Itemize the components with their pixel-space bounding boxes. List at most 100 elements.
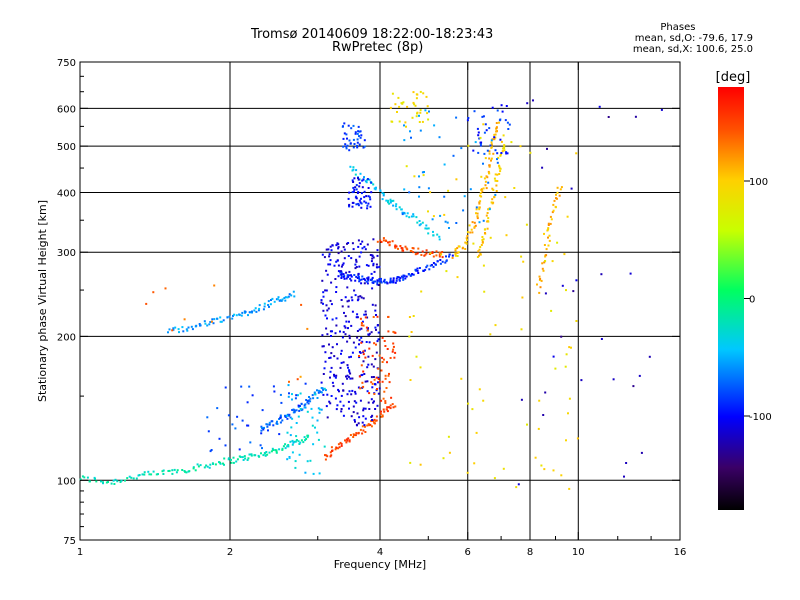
cloud-point	[358, 185, 361, 188]
cloud-point	[375, 314, 377, 316]
cloud-point	[352, 186, 355, 189]
trace-point	[547, 227, 550, 230]
cloud-point	[478, 137, 481, 140]
trace-point	[376, 240, 379, 243]
cloud-point	[405, 165, 408, 168]
trace-point	[427, 227, 430, 230]
cloud-point	[353, 188, 356, 191]
trace-point	[199, 464, 202, 467]
cloud-point	[418, 175, 420, 178]
cloud-point	[325, 405, 328, 408]
trace-point	[337, 447, 340, 450]
trace-point	[483, 177, 486, 180]
trace-point	[273, 300, 276, 303]
cloud-point	[503, 145, 506, 148]
cloud-point	[416, 93, 419, 96]
cloud-point	[372, 316, 375, 318]
cloud-point	[371, 303, 374, 306]
cloud-point	[371, 354, 374, 357]
trace-point	[356, 277, 359, 279]
cloud-point	[575, 320, 578, 322]
cloud-point	[385, 387, 388, 389]
y-axis-label: Stationary phase Virtual Height [km]	[36, 200, 49, 402]
cloud-point	[479, 136, 482, 139]
trace-point	[412, 251, 415, 254]
trace-point	[495, 127, 498, 130]
trace-point	[113, 483, 116, 485]
trace-point	[494, 179, 497, 182]
cloud-point	[374, 309, 377, 312]
cloud-point	[543, 468, 546, 471]
trace-point	[302, 441, 305, 444]
trace-point	[176, 469, 179, 472]
trace-point	[480, 188, 483, 191]
trace-point	[432, 265, 435, 268]
cloud-point	[322, 393, 325, 396]
cloud-point	[356, 138, 359, 141]
cloud-point	[360, 296, 363, 299]
cloud-point	[380, 369, 383, 372]
trace-point	[384, 239, 387, 242]
trace-point	[410, 274, 413, 277]
trace-point	[435, 254, 438, 257]
trace-point	[412, 247, 415, 250]
cloud-point	[504, 119, 507, 122]
cloud-point	[322, 302, 324, 305]
cloud-point	[428, 110, 430, 113]
cloud-point	[354, 346, 357, 349]
trace-point	[354, 173, 357, 176]
cloud-point	[352, 248, 355, 251]
cloud-point	[487, 181, 490, 184]
cloud-point	[373, 342, 376, 345]
cloud-point	[328, 357, 331, 359]
trace-point	[415, 252, 418, 255]
trace-point	[253, 454, 256, 457]
trace-point	[364, 425, 366, 428]
cloud-point	[326, 317, 328, 320]
cloud-point	[334, 376, 337, 379]
cloud-point	[520, 328, 523, 331]
trace-point	[348, 439, 351, 442]
trace-point	[322, 388, 325, 391]
trace-point	[394, 245, 397, 248]
cloud-point	[369, 198, 372, 201]
cloud-point	[355, 401, 358, 404]
cloud-point	[374, 326, 377, 329]
trace-point	[458, 245, 461, 248]
trace-point	[173, 468, 176, 471]
cloud-point	[345, 375, 347, 378]
trace-point	[485, 214, 488, 217]
trace-point	[497, 156, 500, 159]
cloud-point	[413, 103, 416, 106]
cloud-point	[358, 375, 361, 378]
cloud-point	[298, 453, 301, 456]
trace-point	[251, 310, 253, 313]
cloud-point	[366, 316, 369, 319]
trace-point	[495, 184, 498, 187]
trace-point	[209, 463, 212, 466]
cloud-point	[364, 316, 367, 319]
trace-point	[392, 204, 395, 207]
cloud-point	[348, 270, 351, 273]
cloud-point	[426, 105, 429, 108]
cloud-point	[330, 303, 333, 306]
cloud-point	[408, 335, 411, 338]
cloud-point	[378, 354, 381, 357]
trace-point	[487, 217, 490, 220]
trace-point	[230, 458, 232, 461]
cloud-point	[325, 269, 328, 272]
cloud-point	[325, 289, 328, 292]
cloud-point	[377, 392, 380, 395]
cloud-point	[318, 411, 321, 414]
trace-point	[438, 238, 441, 241]
cloud-point	[358, 355, 360, 357]
trace-point	[320, 391, 323, 394]
cloud-point	[322, 309, 325, 312]
cloud-point	[517, 483, 520, 486]
cloud-point	[389, 357, 392, 359]
cloud-point	[321, 279, 324, 282]
cloud-point	[356, 336, 359, 339]
cloud-point	[544, 391, 547, 394]
cloud-point	[510, 141, 513, 144]
trace-point	[395, 277, 398, 280]
